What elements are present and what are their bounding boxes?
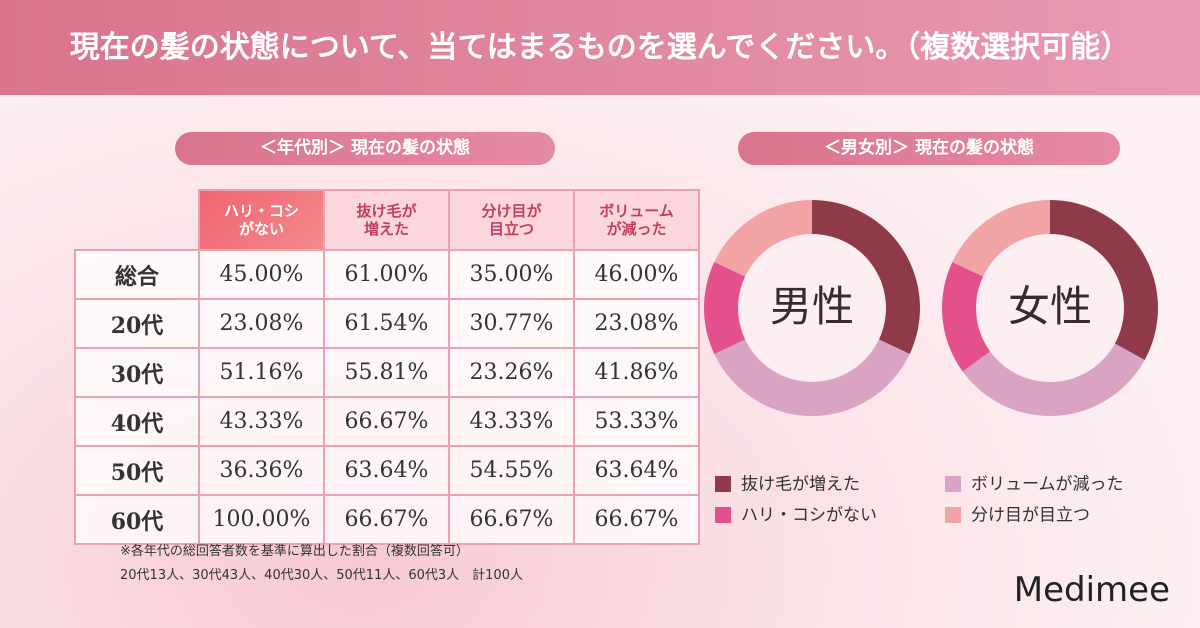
cell: 30.77% <box>448 298 575 349</box>
row: 60代 100.00% 66.67% 66.67% 66.67% <box>74 494 700 545</box>
cell: 23.26% <box>448 347 575 398</box>
cell: 54.55% <box>448 445 575 496</box>
note: ※各年代の総回答者数を基準に算出した割合（複数回答可） <box>120 544 469 559</box>
donut-segment <box>714 339 910 417</box>
cell: 66.67% <box>323 396 450 447</box>
row-label: 総合 <box>74 249 200 300</box>
column-header: ボリューム が減った <box>573 189 700 251</box>
row-label: 50代 <box>74 445 200 496</box>
cell: 66.67% <box>323 494 450 545</box>
row: 総合 45.00% 61.00% 35.00% 46.00% <box>74 249 700 300</box>
cell: 61.54% <box>323 298 450 349</box>
row-label: 40代 <box>74 396 200 447</box>
section-title: ＜年代別＞ 現在の髪の状態 <box>175 132 555 165</box>
legend-label: ボリュームが減った <box>971 475 1124 495</box>
legend-swatch <box>715 507 731 523</box>
column-header: ハリ・コシ がない <box>198 189 325 251</box>
corner <box>75 190 199 250</box>
donut-label: 男性 <box>770 282 854 331</box>
donut-segment <box>1050 200 1158 361</box>
donut-hole <box>739 235 885 381</box>
row: 30代 51.16% 55.81% 23.26% 41.86% <box>74 347 700 398</box>
legend-label: ハリ・コシがない <box>741 506 877 526</box>
donut-segment <box>714 200 812 277</box>
title: 現在の髪の状態について、当てはまるものを選んでください。（複数選択可能） <box>0 0 1200 95</box>
cell: 46.00% <box>573 249 700 300</box>
cell: 43.33% <box>448 396 575 447</box>
cell: 66.67% <box>448 494 575 545</box>
cell: 55.81% <box>323 347 450 398</box>
row: 50代 36.36% 63.64% 54.55% 63.64% <box>74 445 700 496</box>
row: 40代 43.33% 66.67% 43.33% 53.33% <box>74 396 700 447</box>
cell: 53.33% <box>573 396 700 447</box>
cell: 61.00% <box>323 249 450 300</box>
cell: 63.64% <box>323 445 450 496</box>
legend-swatch <box>715 476 731 492</box>
donut-segment <box>952 200 1050 277</box>
column-header: 抜け毛が 増えた <box>323 189 450 251</box>
donut-label: 女性 <box>1008 282 1092 331</box>
cell: 63.64% <box>573 445 700 496</box>
donut-segment <box>704 262 746 354</box>
header-row: ハリ・コシ がない 抜け毛が 増えた 分け目が 目立つ ボリューム が減った <box>75 189 700 251</box>
legend-label: 分け目が目立つ <box>971 506 1090 526</box>
cell: 66.67% <box>573 494 700 545</box>
cell: 23.08% <box>198 298 325 349</box>
cell: 36.36% <box>198 445 325 496</box>
row-label: 60代 <box>74 494 200 545</box>
table: ハリ・コシ がない 抜け毛が 増えた 分け目が 目立つ ボリューム が減った 総合 45.… <box>74 189 700 545</box>
cell: 100.00% <box>198 494 325 545</box>
legend-swatch <box>945 507 961 523</box>
donut-segment <box>962 343 1145 417</box>
donut-hole <box>977 235 1123 381</box>
cell: 23.08% <box>573 298 700 349</box>
cell: 43.33% <box>198 396 325 447</box>
section-title: ＜男女別＞ 現在の髪の状態 <box>738 132 1120 165</box>
donut-segment <box>942 262 991 372</box>
row: 20代 23.08% 61.54% 30.77% 23.08% <box>74 298 700 349</box>
legend-swatch <box>945 476 961 492</box>
row-label: 20代 <box>74 298 200 349</box>
row-label: 30代 <box>74 347 200 398</box>
cell: 45.00% <box>198 249 325 300</box>
donut-segment <box>812 200 920 354</box>
note: 20代13人、30代43人、40代30人、50代11人、60代3人 計100人 <box>120 568 523 583</box>
legend-label: 抜け毛が増えた <box>741 475 860 495</box>
cell: 35.00% <box>448 249 575 300</box>
cell: 51.16% <box>198 347 325 398</box>
cell: 41.86% <box>573 347 700 398</box>
column-header: 分け目が 目立つ <box>448 189 575 251</box>
brand: Medimee <box>1013 570 1170 610</box>
